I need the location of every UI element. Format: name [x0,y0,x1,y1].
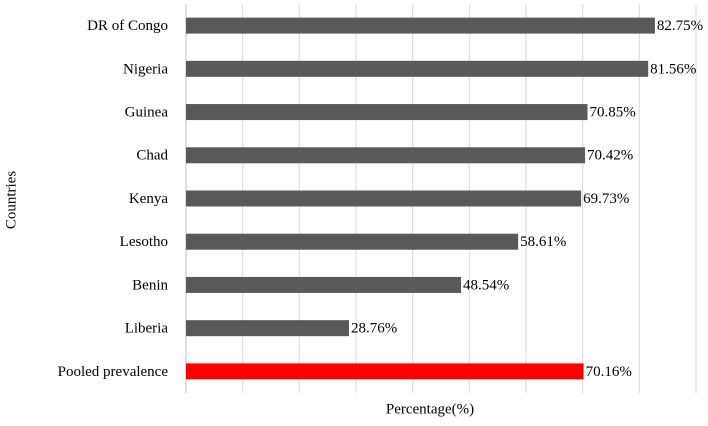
y-tick-label: DR of Congo [87,18,168,34]
data-label: 70.42% [587,148,633,164]
data-label: 28.76% [351,321,397,337]
bar [186,60,649,77]
y-tick-label: Nigeria [123,61,168,77]
data-label: 70.16% [586,364,632,380]
data-label: 69.73% [583,191,629,207]
bar [186,276,462,293]
bar [186,363,584,380]
y-tick-label: Guinea [125,104,169,120]
bar [186,104,588,121]
data-label: 81.56% [650,61,696,77]
bar [186,233,519,250]
y-tick-label: Benin [132,277,168,293]
y-tick-label: Pooled prevalence [58,364,169,380]
data-label: 58.61% [520,234,566,250]
data-label: 48.54% [463,277,509,293]
bar [186,17,655,34]
y-tick-label: Kenya [129,191,168,207]
data-label: 82.75% [657,18,703,34]
y-axis-label: Countries [3,171,19,229]
bar [186,320,349,337]
bar [186,190,582,207]
bar [186,147,586,164]
y-tick-label: Chad [136,148,168,164]
y-tick-label: Lesotho [120,234,168,250]
y-tick-label: Liberia [125,321,169,337]
x-axis-label: Percentage(%) [386,401,474,417]
data-label: 70.85% [589,104,635,120]
